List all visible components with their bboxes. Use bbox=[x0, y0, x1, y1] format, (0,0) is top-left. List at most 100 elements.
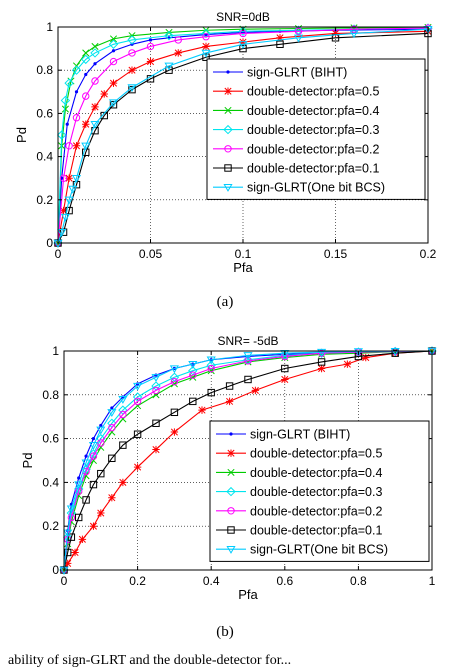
legend: sign-GLRT (BIHT) double-detector:pfa=0.5 d… bbox=[209, 420, 430, 562]
point-series-6 bbox=[201, 49, 211, 58]
series-group bbox=[59, 346, 437, 575]
point-series-5 bbox=[97, 469, 105, 478]
point-series-5 bbox=[100, 111, 108, 120]
legend-label-2: double-detector:pfa=0.4 bbox=[247, 104, 379, 118]
point-series-0 bbox=[84, 72, 88, 77]
y-tick-label: 0 bbox=[52, 563, 59, 577]
point-series-6 bbox=[108, 99, 119, 108]
point-series-4 bbox=[72, 114, 81, 122]
point-series-3 bbox=[81, 464, 91, 474]
point-series-1 bbox=[146, 57, 155, 66]
point-series-6 bbox=[133, 382, 143, 391]
series-line-1 bbox=[57, 30, 429, 244]
legend-label-3: double-detector:pfa=0.3 bbox=[247, 123, 379, 137]
point-series-1 bbox=[100, 90, 108, 98]
point-series-1 bbox=[198, 406, 206, 414]
legend-marker-1 bbox=[224, 87, 232, 95]
point-series-1 bbox=[97, 509, 105, 517]
point-series-5 bbox=[65, 206, 73, 215]
point-series-5 bbox=[276, 40, 284, 48]
point-series-4 bbox=[207, 364, 215, 373]
x-tick-label: 0.15 bbox=[324, 247, 348, 261]
x-tick-label: 1 bbox=[429, 574, 436, 588]
point-series-5 bbox=[75, 513, 83, 522]
y-axis-label: Pd bbox=[20, 453, 35, 469]
point-series-1 bbox=[82, 120, 90, 128]
point-series-6 bbox=[423, 25, 433, 34]
point-series-2 bbox=[189, 373, 197, 381]
point-series-2 bbox=[91, 42, 99, 50]
point-series-6 bbox=[60, 213, 70, 222]
point-series-1 bbox=[65, 174, 73, 182]
point-series-4 bbox=[128, 49, 136, 57]
point-series-1 bbox=[152, 445, 160, 454]
legend-label-4: double-detector:pfa=0.2 bbox=[247, 142, 379, 156]
point-series-0 bbox=[110, 406, 114, 410]
series-line-3 bbox=[57, 27, 429, 244]
point-series-0 bbox=[91, 437, 96, 441]
point-series-6 bbox=[88, 441, 99, 450]
legend: sign-GLRT (BIHT) double-detector:pfa=0.5 d… bbox=[206, 58, 426, 200]
point-series-6 bbox=[71, 175, 82, 183]
point-series-6 bbox=[206, 356, 216, 365]
point-series-5 bbox=[89, 480, 98, 489]
point-series-5 bbox=[244, 375, 252, 384]
point-series-1 bbox=[109, 79, 118, 87]
point-series-6 bbox=[107, 409, 117, 418]
point-series-4 bbox=[152, 386, 160, 395]
point-series-6 bbox=[64, 196, 74, 205]
point-series-3 bbox=[108, 39, 119, 49]
x-tick-label: 0.2 bbox=[420, 247, 437, 261]
caption-b: (b) bbox=[216, 624, 234, 640]
point-series-0 bbox=[74, 90, 79, 94]
chart-title: SNR=0dB bbox=[216, 10, 270, 24]
point-series-3 bbox=[81, 54, 91, 65]
point-series-3 bbox=[90, 48, 100, 58]
legend-marker-0 bbox=[226, 70, 230, 74]
y-tick-label: 1 bbox=[52, 344, 59, 358]
point-series-4 bbox=[67, 513, 76, 522]
legend-label-2: double-detector:pfa=0.4 bbox=[250, 466, 382, 480]
point-series-6 bbox=[68, 185, 78, 194]
series-line-4 bbox=[57, 27, 429, 244]
y-tick-label: 0.2 bbox=[42, 519, 59, 533]
point-series-6 bbox=[63, 529, 73, 538]
point-series-3 bbox=[60, 95, 71, 106]
point-series-3 bbox=[64, 78, 74, 88]
point-series-5 bbox=[133, 430, 142, 438]
point-series-5 bbox=[202, 53, 210, 61]
legend-label-6: sign-GLRT(One bit BCS) bbox=[247, 181, 385, 195]
y-tick-label: 0.4 bbox=[36, 150, 53, 164]
legend-marker-4 bbox=[227, 507, 235, 515]
point-series-6 bbox=[169, 365, 179, 374]
point-series-6 bbox=[390, 348, 400, 356]
point-series-0 bbox=[77, 476, 81, 480]
y-tick-label: 0.8 bbox=[42, 388, 59, 402]
point-series-2 bbox=[350, 24, 358, 32]
legend-marker-6 bbox=[226, 546, 236, 554]
point-series-2 bbox=[61, 105, 69, 113]
point-series-0 bbox=[93, 62, 97, 66]
point-series-2 bbox=[170, 380, 178, 388]
x-tick-label: 0 bbox=[61, 574, 68, 588]
point-series-4 bbox=[174, 36, 182, 44]
point-series-6 bbox=[96, 426, 106, 435]
point-series-3 bbox=[238, 26, 248, 37]
point-series-5 bbox=[239, 44, 247, 53]
x-tick-label: 0.05 bbox=[139, 247, 163, 261]
point-series-5 bbox=[170, 408, 179, 417]
point-series-4 bbox=[91, 77, 99, 85]
y-tick-label: 0.8 bbox=[36, 63, 53, 77]
point-series-1 bbox=[71, 548, 79, 557]
y-axis-label: Pd bbox=[14, 127, 29, 143]
point-series-1 bbox=[78, 535, 87, 544]
point-series-0 bbox=[84, 454, 88, 458]
legend-marker-6 bbox=[223, 184, 233, 192]
point-series-1 bbox=[362, 353, 370, 362]
point-series-4 bbox=[97, 439, 105, 447]
point-series-6 bbox=[57, 229, 67, 237]
point-series-3 bbox=[127, 35, 137, 45]
x-axis-label: Pfa bbox=[238, 587, 258, 602]
point-series-6 bbox=[118, 395, 128, 404]
point-series-6 bbox=[188, 360, 198, 369]
